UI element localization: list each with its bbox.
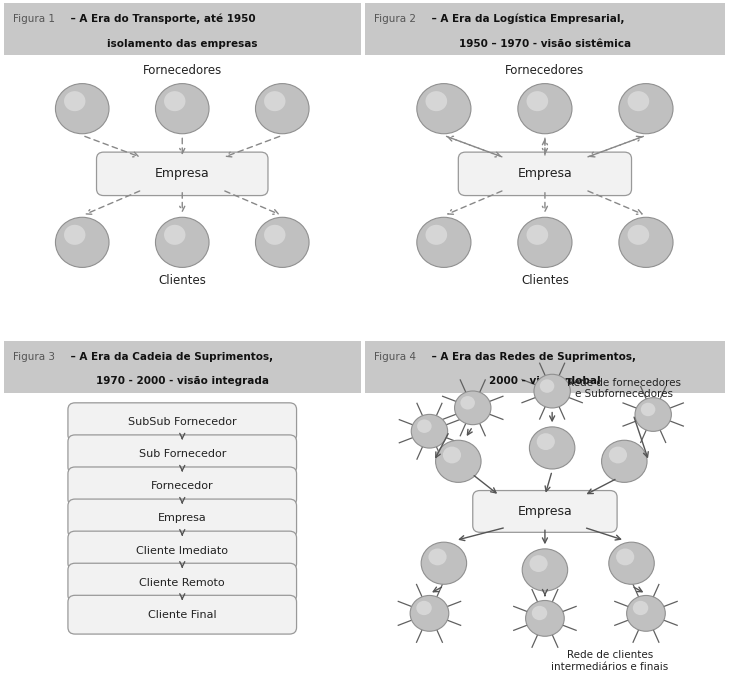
Circle shape — [628, 91, 650, 111]
Circle shape — [619, 84, 673, 134]
Text: Rede de fornecedores: Rede de fornecedores — [567, 378, 682, 388]
Circle shape — [411, 415, 448, 448]
Circle shape — [609, 542, 654, 584]
Circle shape — [417, 419, 432, 433]
Circle shape — [628, 225, 650, 245]
Text: Fornecedores: Fornecedores — [143, 63, 222, 77]
Circle shape — [426, 225, 447, 245]
FancyBboxPatch shape — [459, 152, 631, 196]
FancyBboxPatch shape — [68, 467, 297, 506]
Circle shape — [417, 218, 471, 267]
FancyBboxPatch shape — [96, 152, 268, 196]
Text: Fornecedores: Fornecedores — [505, 63, 585, 77]
Circle shape — [526, 600, 564, 636]
Text: – A Era da Logística Empresarial,: – A Era da Logística Empresarial, — [429, 14, 625, 24]
Text: 2000 - visão global: 2000 - visão global — [489, 376, 601, 387]
Circle shape — [534, 374, 570, 408]
FancyBboxPatch shape — [68, 435, 297, 474]
Text: Cliente Final: Cliente Final — [148, 610, 217, 620]
FancyBboxPatch shape — [4, 3, 361, 55]
Circle shape — [522, 549, 568, 591]
Text: isolamento das empresas: isolamento das empresas — [107, 39, 257, 49]
Circle shape — [539, 379, 554, 393]
Circle shape — [410, 595, 449, 632]
Text: Empresa: Empresa — [155, 167, 210, 180]
Text: Clientes: Clientes — [521, 274, 569, 287]
Text: intermediários e finais: intermediários e finais — [551, 662, 668, 672]
Text: Empresa: Empresa — [518, 505, 572, 518]
Circle shape — [255, 84, 309, 134]
Circle shape — [64, 91, 85, 111]
Text: Empresa: Empresa — [158, 514, 206, 524]
Circle shape — [518, 84, 572, 134]
Circle shape — [436, 441, 481, 482]
Circle shape — [635, 398, 671, 431]
Circle shape — [426, 91, 447, 111]
FancyBboxPatch shape — [4, 341, 361, 393]
Text: – A Era das Redes de Suprimentos,: – A Era das Redes de Suprimentos, — [429, 351, 636, 361]
FancyBboxPatch shape — [364, 3, 725, 55]
Text: SubSub Fornecedor: SubSub Fornecedor — [128, 417, 237, 427]
Circle shape — [619, 218, 673, 267]
Circle shape — [518, 218, 572, 267]
Text: Figura 4: Figura 4 — [373, 351, 416, 361]
Text: Cliente Remoto: Cliente Remoto — [139, 578, 225, 588]
Circle shape — [461, 396, 475, 409]
FancyBboxPatch shape — [68, 499, 297, 538]
Circle shape — [526, 91, 548, 111]
Text: Figura 2: Figura 2 — [373, 14, 416, 24]
Text: 1970 - 2000 - visão integrada: 1970 - 2000 - visão integrada — [95, 376, 269, 387]
Text: Cliente Imediato: Cliente Imediato — [136, 546, 228, 556]
Circle shape — [164, 225, 185, 245]
Circle shape — [55, 84, 109, 134]
Circle shape — [609, 447, 627, 463]
Text: 1950 – 1970 - visão sistêmica: 1950 – 1970 - visão sistêmica — [459, 39, 631, 49]
Circle shape — [416, 601, 432, 615]
FancyBboxPatch shape — [364, 341, 725, 393]
Circle shape — [627, 595, 666, 632]
FancyBboxPatch shape — [68, 563, 297, 602]
Text: – A Era da Cadeia de Suprimentos,: – A Era da Cadeia de Suprimentos, — [67, 351, 273, 361]
Text: Figura 3: Figura 3 — [12, 351, 55, 361]
Circle shape — [455, 391, 491, 425]
Text: Sub Fornecedor: Sub Fornecedor — [139, 449, 226, 459]
Circle shape — [531, 606, 547, 620]
Text: Empresa: Empresa — [518, 167, 572, 180]
Circle shape — [529, 555, 547, 572]
Circle shape — [526, 225, 548, 245]
Circle shape — [443, 447, 461, 463]
Circle shape — [641, 403, 655, 416]
Circle shape — [616, 548, 634, 565]
Circle shape — [55, 218, 109, 267]
Circle shape — [537, 433, 555, 450]
Circle shape — [155, 84, 209, 134]
Circle shape — [633, 601, 648, 615]
Text: Rede de clientes: Rede de clientes — [566, 650, 653, 660]
FancyBboxPatch shape — [68, 403, 297, 441]
Circle shape — [421, 542, 467, 584]
FancyBboxPatch shape — [472, 490, 617, 533]
Circle shape — [529, 427, 575, 469]
Circle shape — [64, 225, 85, 245]
Circle shape — [155, 218, 209, 267]
Text: Figura 1: Figura 1 — [12, 14, 55, 24]
Text: e Subfornecedores: e Subfornecedores — [575, 389, 674, 400]
Text: – A Era do Transporte, até 1950: – A Era do Transporte, até 1950 — [67, 14, 255, 24]
Circle shape — [417, 84, 471, 134]
Circle shape — [164, 91, 185, 111]
FancyBboxPatch shape — [68, 531, 297, 570]
FancyBboxPatch shape — [68, 595, 297, 634]
Circle shape — [255, 218, 309, 267]
Circle shape — [429, 548, 447, 565]
Circle shape — [264, 225, 286, 245]
Text: Fornecedor: Fornecedor — [151, 481, 214, 491]
Text: Clientes: Clientes — [158, 274, 206, 287]
Circle shape — [601, 441, 647, 482]
Circle shape — [264, 91, 286, 111]
